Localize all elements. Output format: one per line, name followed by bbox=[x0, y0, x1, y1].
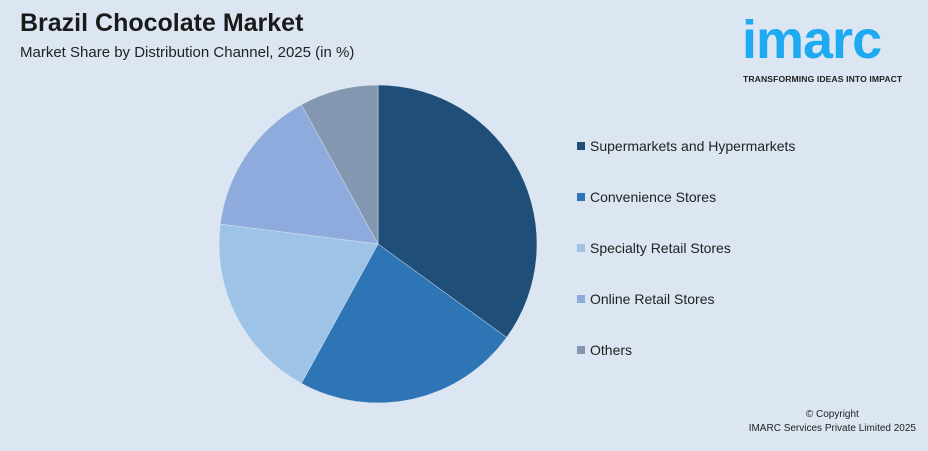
legend-item: Online Retail Stores bbox=[577, 290, 715, 308]
legend-swatch bbox=[577, 193, 585, 201]
pie-slice-convenience-stores bbox=[301, 243, 507, 404]
copyright-company: IMARC Services Private Limited 2025 bbox=[748, 423, 916, 434]
pie-slice-others bbox=[301, 84, 379, 245]
pie-slice-specialty-retail-stores bbox=[218, 223, 379, 384]
legend-label: Convenience Stores bbox=[590, 189, 717, 205]
legend-swatch bbox=[577, 295, 585, 303]
imarc-logo: imarc TRANSFORMING IDEAS INTO IMPACT bbox=[742, 8, 920, 88]
legend-item: Others bbox=[577, 341, 632, 359]
legend-label: Specialty Retail Stores bbox=[590, 240, 731, 256]
legend-swatch bbox=[577, 346, 585, 354]
chart-title: Brazil Chocolate Market bbox=[20, 9, 304, 37]
legend-swatch bbox=[577, 244, 585, 252]
legend-label: Supermarkets and Hypermarkets bbox=[590, 138, 796, 154]
chart-subtitle: Market Share by Distribution Channel, 20… bbox=[20, 44, 355, 61]
pie-slice-supermarkets-and-hypermarkets bbox=[377, 84, 538, 338]
legend-label: Online Retail Stores bbox=[590, 291, 715, 307]
pie-slice-online-retail-stores bbox=[219, 104, 379, 245]
legend-item: Specialty Retail Stores bbox=[577, 239, 731, 257]
legend-item: Convenience Stores bbox=[577, 188, 716, 206]
copyright-label: © Copyright bbox=[805, 409, 859, 420]
legend-item: Supermarkets and Hypermarkets bbox=[577, 137, 795, 155]
legend-swatch bbox=[577, 142, 585, 150]
logo-tagline: TRANSFORMING IDEAS INTO IMPACT bbox=[743, 74, 903, 84]
legend-label: Others bbox=[590, 342, 633, 358]
logo-wordmark: imarc bbox=[742, 10, 882, 70]
copyright-notice: © Copyright IMARC Services Private Limit… bbox=[749, 408, 916, 436]
